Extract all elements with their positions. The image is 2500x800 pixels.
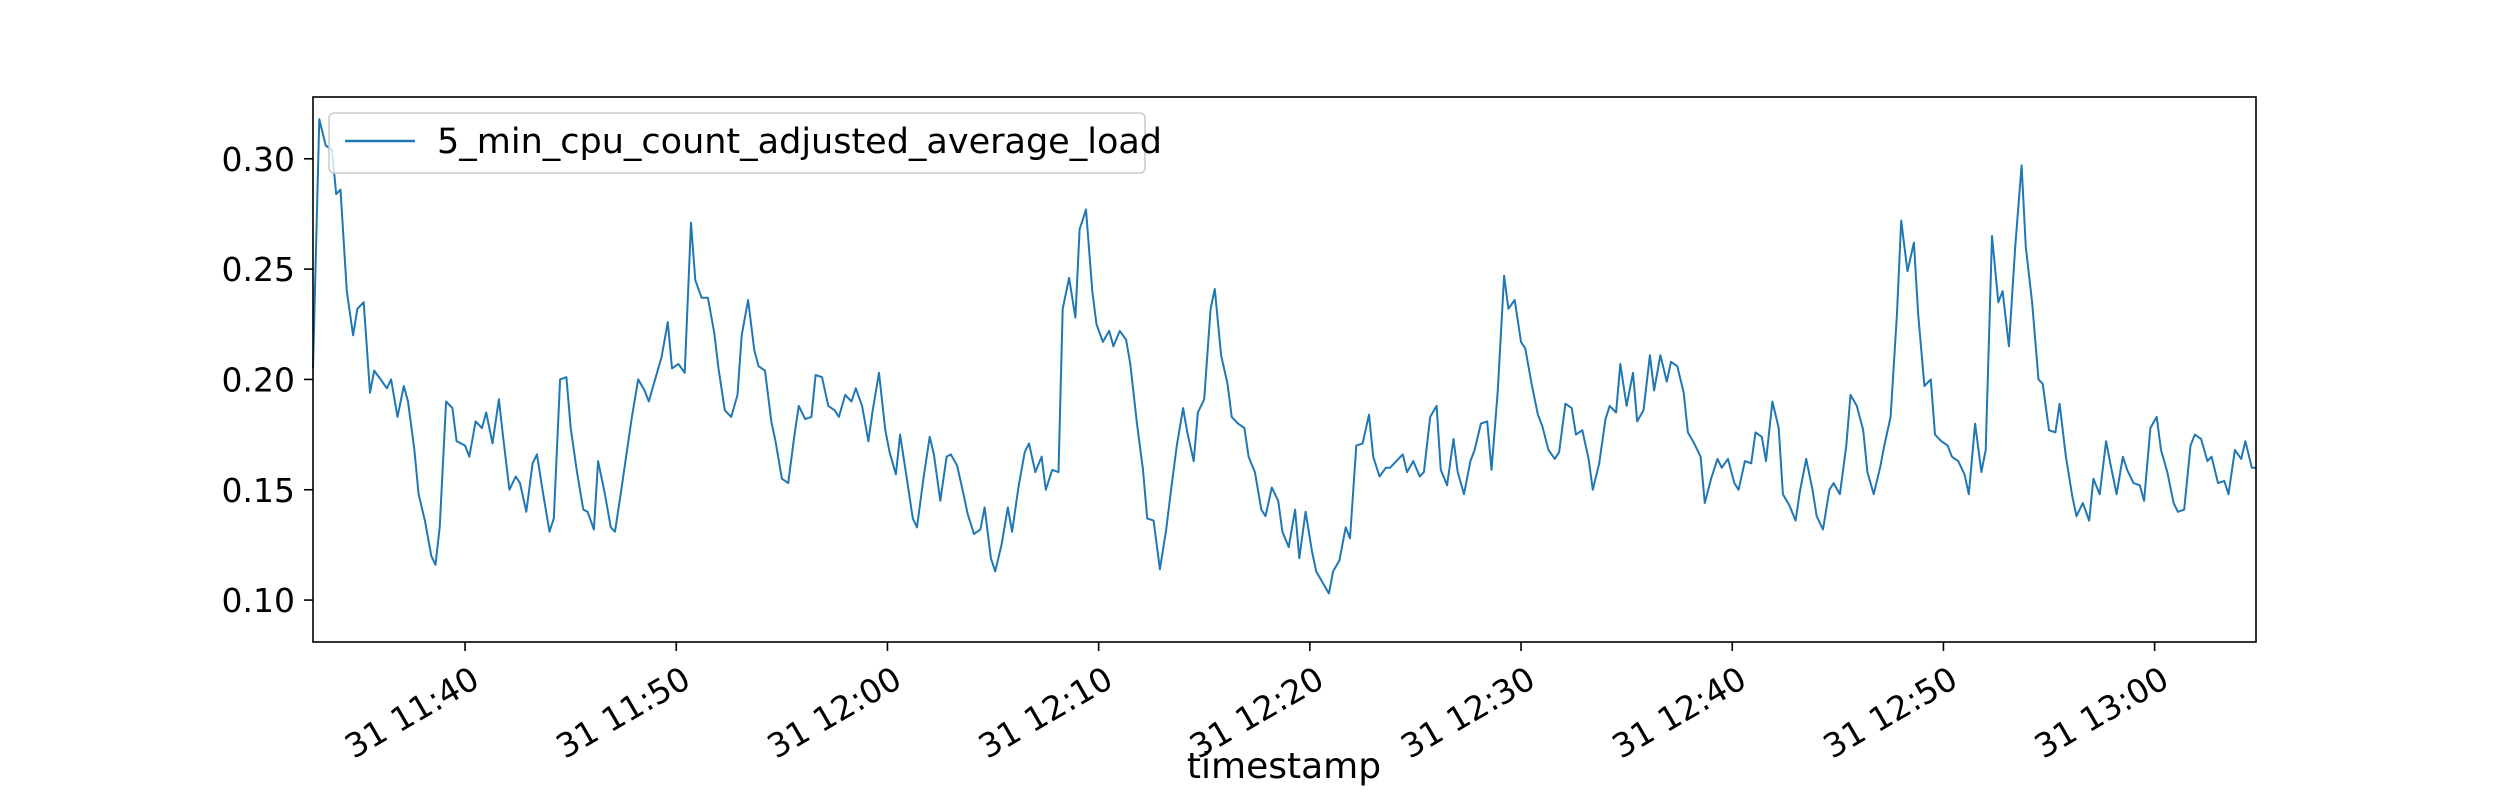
y-tick-label: 0.30 [222,140,295,179]
plot-content [312,118,2256,595]
series-line-0 [312,118,2256,595]
y-tick-label: 0.20 [222,360,295,399]
x-axis-label: timestamp [1187,746,1381,787]
y-tick-label: 0.10 [222,581,295,620]
legend: 5_min_cpu_count_adjusted_average_load [328,112,1162,174]
legend-box [328,112,1146,174]
legend-entry-label: 5_min_cpu_count_adjusted_average_load [437,122,1162,162]
y-tick-label: 0.15 [222,471,295,510]
y-axis: 0.10 0.15 0.20 0.25 0.30 [222,140,313,620]
y-tick-label: 0.25 [222,250,295,289]
plot-frame [312,96,2257,643]
